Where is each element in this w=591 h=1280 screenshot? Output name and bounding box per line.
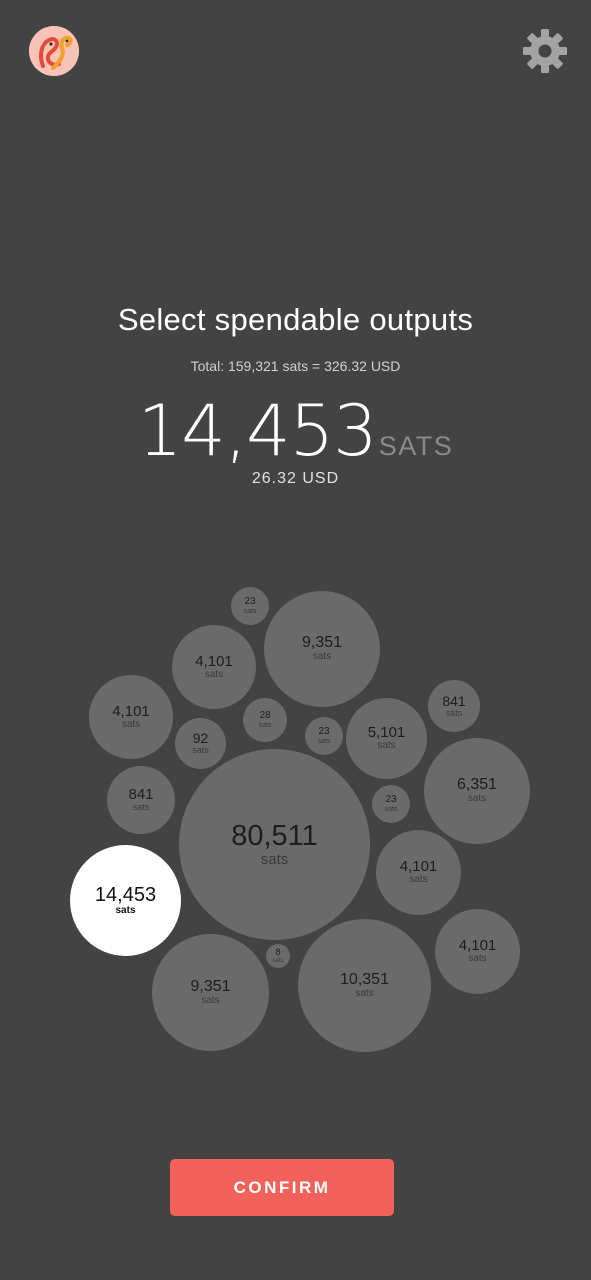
output-bubble[interactable]: 10,351 sats: [298, 919, 431, 1052]
selected-amount-unit: SATS: [378, 431, 454, 461]
output-value: 14,453: [94, 883, 157, 906]
selected-fiat-value: 26.32 USD: [251, 470, 340, 487]
output-unit: sats: [409, 874, 428, 886]
output-unit: sats: [115, 904, 136, 916]
output-value: 4,101: [399, 858, 438, 876]
output-unit: sats: [317, 737, 331, 745]
output-value: 9,351: [190, 977, 231, 995]
output-unit: sats: [467, 793, 487, 805]
output-value: 9,351: [301, 634, 343, 652]
output-value: 23: [244, 596, 256, 608]
output-unit: sats: [204, 668, 224, 680]
selected-amount: 14,453SATS: [0, 390, 591, 472]
output-unit: sats: [121, 718, 141, 730]
output-unit: sats: [384, 805, 398, 813]
output-bubble[interactable]: 5,101 sats: [346, 698, 427, 779]
output-bubble[interactable]: 23 sats: [372, 785, 410, 823]
output-value: 5,101: [367, 724, 406, 742]
output-unit: sats: [132, 802, 150, 813]
output-unit: sats: [192, 745, 209, 756]
output-bubble[interactable]: 80,511 sats: [179, 749, 370, 940]
output-bubble[interactable]: 4,101 sats: [89, 675, 173, 759]
output-bubble[interactable]: 8 sats: [266, 944, 290, 968]
output-value: 80,511: [231, 820, 318, 853]
output-unit: sats: [468, 953, 487, 965]
output-unit: sats: [272, 957, 284, 964]
output-value: 841: [128, 786, 154, 804]
output-value: 6,351: [456, 776, 498, 794]
output-bubble[interactable]: 28 sats: [243, 698, 287, 742]
output-bubble[interactable]: 4,101 sats: [172, 625, 256, 709]
output-value: 28: [259, 710, 271, 722]
output-unit: sats: [445, 707, 463, 718]
output-value: 23: [385, 794, 397, 806]
output-bubble[interactable]: 4,101 sats: [435, 909, 520, 994]
output-unit: sats: [260, 850, 289, 868]
output-bubble[interactable]: 23 sats: [231, 587, 269, 625]
output-bubble[interactable]: 23 sats: [305, 717, 343, 755]
dodo-bird-logo-icon: [29, 26, 79, 76]
output-unit: sats: [258, 721, 272, 729]
page-title: Select spendable outputs: [117, 302, 474, 337]
confirm-button[interactable]: CONFIRM: [170, 1159, 394, 1216]
output-value: 10,351: [340, 970, 389, 988]
output-unit: sats: [243, 607, 257, 615]
output-value: 4,101: [112, 702, 150, 720]
output-unit: sats: [355, 987, 374, 999]
output-value: 841: [442, 692, 466, 709]
output-value: 92: [192, 730, 209, 747]
output-unit: sats: [377, 740, 396, 752]
output-unit: sats: [312, 651, 332, 663]
total-summary: Total: 159,321 sats = 326.32 USD: [190, 358, 401, 374]
output-bubble[interactable]: 841 sats: [107, 766, 175, 834]
output-value: 4,101: [458, 937, 497, 955]
output-bubble[interactable]: 841 sats: [428, 680, 480, 732]
output-bubble[interactable]: 92 sats: [175, 718, 226, 769]
output-bubble[interactable]: 4,101 sats: [376, 830, 461, 915]
output-value: 8: [275, 947, 281, 958]
output-value: 23: [318, 726, 330, 738]
output-value: 4,101: [195, 652, 233, 670]
output-unit: sats: [201, 994, 220, 1006]
selected-amount-value: 14,453: [137, 390, 378, 472]
output-bubble[interactable]: 9,351 sats: [152, 934, 269, 1051]
output-bubble[interactable]: 6,351 sats: [424, 738, 530, 844]
gear-icon[interactable]: [522, 28, 568, 74]
output-bubble-selected[interactable]: 14,453 sats: [70, 845, 181, 956]
output-bubble[interactable]: 9,351 sats: [264, 591, 380, 707]
